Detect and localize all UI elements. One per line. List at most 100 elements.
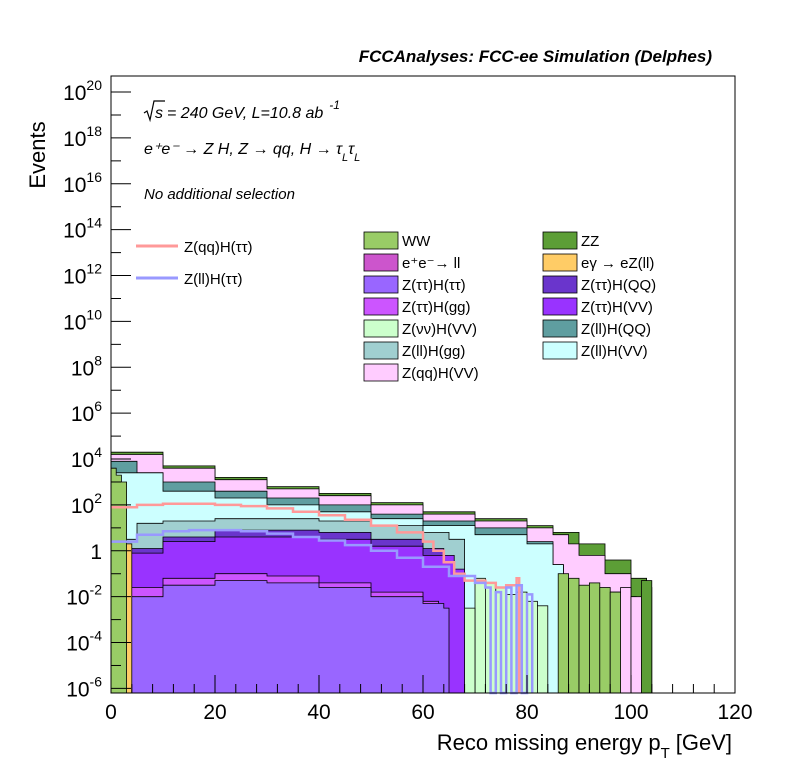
spike-bin-zz bbox=[641, 580, 653, 694]
y-tick-base: 10 bbox=[63, 220, 86, 243]
y-tick-exponent: 18 bbox=[86, 123, 102, 139]
y-tick-base: 10 bbox=[66, 587, 89, 610]
y-tick-base: 10 bbox=[71, 403, 94, 426]
spike-bin-z-h-vv bbox=[537, 605, 549, 694]
legend-stack-label: Z(qq)H(VV) bbox=[402, 365, 479, 382]
histogram-fills bbox=[110, 451, 653, 694]
x-axis-label-unit: [GeV] bbox=[676, 730, 732, 755]
x-axis: 0 20 40 60 80 100 120 bbox=[105, 675, 753, 724]
y-tick-label: 1012 bbox=[63, 261, 102, 289]
y-tick-base: 10 bbox=[71, 449, 94, 472]
x-tick-label: 60 bbox=[411, 701, 434, 724]
y-tick-label: 106 bbox=[71, 398, 102, 426]
process-main: e⁺e⁻ → Z H, Z → qq, H → τ bbox=[144, 141, 343, 158]
energy-prefix: s bbox=[155, 105, 163, 122]
y-tick-base: 10 bbox=[63, 82, 86, 105]
legend-stack-swatch bbox=[363, 341, 399, 360]
y-tick-label: 1014 bbox=[63, 215, 102, 243]
y-tick-label: 1 bbox=[90, 541, 102, 564]
y-tick-base: 1 bbox=[90, 541, 102, 564]
x-axis-label: Reco missing energy pT [GeV] bbox=[437, 730, 732, 762]
y-tick-exponent: 6 bbox=[94, 398, 102, 414]
process-sub2: L bbox=[354, 152, 360, 164]
y-tick-label: 1018 bbox=[63, 123, 102, 151]
y-tick-exponent: 2 bbox=[94, 490, 102, 506]
low-x-fill-ww bbox=[110, 467, 127, 694]
overlay-fill-z-h bbox=[110, 580, 450, 694]
spike-bin-z-h-vv bbox=[474, 577, 486, 694]
spike-bin-ww bbox=[578, 584, 590, 694]
legend-stack-label: e⁺e⁻→ ll bbox=[402, 255, 460, 272]
spike-bin-ww bbox=[589, 582, 601, 694]
legend-stack-label: Z(ττ)H(gg) bbox=[402, 299, 471, 316]
y-tick-label: 10-6 bbox=[66, 673, 102, 701]
y-tick-label: 10-2 bbox=[66, 582, 102, 610]
y-tick-base: 10 bbox=[63, 174, 86, 197]
y-tick-base: 10 bbox=[71, 495, 94, 518]
svg-text:s= 240 GeV, L=10.8 ab-1: s = 240 GeV, L=10.8 ab -1 bbox=[155, 98, 340, 122]
y-axis: 102010181016101410121010108106104102110-… bbox=[63, 77, 131, 701]
y-tick-base: 10 bbox=[66, 633, 89, 656]
legend-stack-swatch bbox=[363, 231, 399, 250]
process-sub1: L bbox=[342, 152, 348, 164]
y-tick-exponent: 10 bbox=[86, 306, 102, 322]
legend-stack-swatch bbox=[542, 341, 578, 360]
spike-bin-ww bbox=[557, 573, 570, 694]
legend-stack-swatch bbox=[363, 275, 399, 294]
legend-stack-label: eγ → eZ(ll) bbox=[581, 255, 654, 272]
y-tick-exponent: -6 bbox=[90, 673, 103, 689]
line-series-z-qq-h bbox=[111, 502, 521, 693]
sqrt-symbol bbox=[143, 100, 165, 123]
y-tick-exponent: 16 bbox=[86, 169, 102, 185]
y-tick-label: 1010 bbox=[63, 306, 102, 334]
legend-stack-swatch bbox=[363, 363, 399, 382]
y-tick-base: 10 bbox=[63, 266, 86, 289]
x-tick-label: 80 bbox=[515, 701, 538, 724]
selection-annotation: No additional selection bbox=[144, 186, 295, 203]
y-axis-label: Events bbox=[25, 121, 50, 188]
spike-bin-ww bbox=[609, 591, 622, 694]
process-tau2: τ bbox=[348, 141, 355, 158]
legend-stack-label: Z(ττ)H(QQ) bbox=[581, 277, 656, 294]
y-tick-exponent: 8 bbox=[94, 352, 102, 368]
y-tick-label: 108 bbox=[71, 352, 102, 380]
y-tick-label: 1016 bbox=[63, 169, 102, 197]
x-tick-label: 0 bbox=[105, 701, 117, 724]
lumi-exponent: -1 bbox=[329, 98, 340, 112]
y-tick-exponent: 20 bbox=[86, 77, 102, 93]
legend-stack-label: Z(ττ)H(ττ) bbox=[402, 277, 466, 294]
x-tick-label: 40 bbox=[307, 701, 330, 724]
legend-stack-swatch bbox=[363, 319, 399, 338]
legend-stack-label: Z(ττ)H(VV) bbox=[581, 299, 653, 316]
legend-stack-swatch bbox=[363, 253, 399, 272]
y-tick-label: 104 bbox=[71, 444, 102, 472]
y-tick-base: 10 bbox=[71, 357, 94, 380]
chart-title: FCCAnalyses: FCC-ee Simulation (Delphes) bbox=[359, 47, 713, 66]
y-tick-exponent: -4 bbox=[90, 628, 103, 644]
legend-stack-label: Z(ll)H(VV) bbox=[581, 343, 648, 360]
y-tick-label: 10-4 bbox=[66, 628, 102, 656]
spike-bin-ww bbox=[568, 577, 580, 694]
y-tick-base: 10 bbox=[63, 311, 86, 334]
spike-bin-ww bbox=[599, 587, 611, 694]
spike-bin-z-qq-h-vv bbox=[620, 587, 632, 694]
y-tick-exponent: -2 bbox=[90, 582, 103, 598]
legend-stack-label: Z(ll)H(gg) bbox=[402, 343, 465, 360]
legend-stack-label: WW bbox=[402, 233, 431, 250]
legend-stack-swatch bbox=[542, 253, 578, 272]
energy-annotation: s = 240 GeV, L=10.8 ab -1 bbox=[143, 98, 340, 123]
legend-stack: WW ZZ e⁺e⁻→ ll eγ → eZ(ll) Z(ττ)H(ττ) Z(ττ)H(… bbox=[363, 231, 656, 382]
y-tick-base: 10 bbox=[63, 128, 86, 151]
legend-stack-swatch bbox=[542, 275, 578, 294]
legend-stack-swatch bbox=[542, 319, 578, 338]
y-tick-exponent: 14 bbox=[86, 215, 102, 231]
legend-lines: Z(qq)H(ττ) Z(ll)H(ττ) bbox=[136, 239, 253, 288]
y-tick-label: 102 bbox=[71, 490, 102, 518]
legend-line-label: Z(ll)H(ττ) bbox=[184, 271, 243, 288]
x-tick-label: 100 bbox=[613, 701, 648, 724]
legend-stack-label: ZZ bbox=[581, 233, 599, 250]
y-tick-base: 10 bbox=[66, 678, 89, 701]
plot-area bbox=[110, 451, 653, 695]
legend-line-label: Z(qq)H(ττ) bbox=[184, 239, 253, 256]
